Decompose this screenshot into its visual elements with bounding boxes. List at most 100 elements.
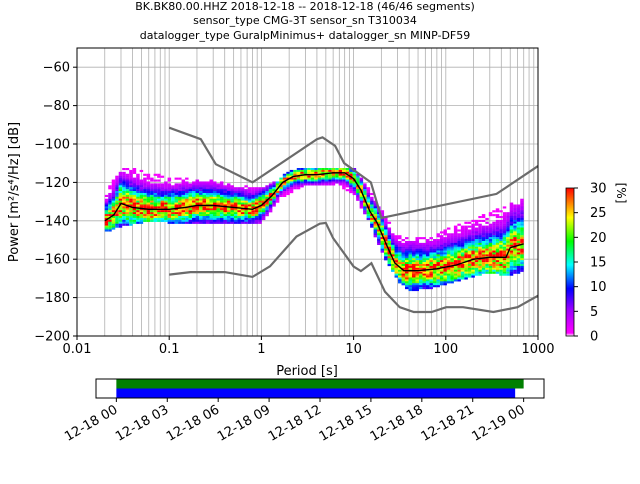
density-cell: [509, 208, 514, 211]
density-cell: [296, 181, 301, 184]
density-cell: [460, 254, 465, 257]
density-cell: [443, 256, 447, 259]
density-cell: [425, 240, 430, 244]
density-cell: [488, 258, 493, 261]
density-cell: [178, 212, 182, 215]
density-cell: [104, 204, 109, 207]
density-cell: [139, 198, 144, 201]
density-cell: [247, 204, 252, 207]
density-cell: [509, 225, 514, 228]
density-cell: [335, 181, 339, 184]
density-cell: [212, 183, 217, 186]
density-cell: [411, 246, 416, 249]
density-cell: [160, 217, 165, 221]
density-cell: [268, 200, 273, 203]
density-cell: [118, 175, 123, 178]
density-cell: [115, 202, 119, 205]
density-cell: [115, 191, 119, 194]
density-cell: [272, 183, 276, 186]
density-cell: [230, 185, 234, 188]
density-cell: [108, 196, 112, 199]
density-cell: [303, 181, 308, 184]
density-cell: [115, 200, 119, 203]
density-cell: [478, 269, 482, 272]
density-cell: [244, 198, 248, 201]
density-cell: [331, 169, 336, 173]
density-cell: [502, 225, 507, 228]
density-cell: [478, 250, 482, 253]
density-cell: [516, 216, 521, 219]
density-cell: [436, 264, 440, 267]
density-cell: [408, 240, 412, 244]
density-cell: [171, 185, 175, 188]
density-cell: [202, 216, 207, 219]
density-cell: [450, 264, 454, 267]
density-cell: [384, 221, 388, 224]
density-cell: [373, 231, 378, 234]
density-cell: [516, 246, 521, 249]
density-cell: [439, 239, 444, 242]
density-cell: [192, 183, 196, 186]
density-cell: [474, 252, 479, 255]
density-cell: [366, 212, 371, 215]
density-cell: [485, 217, 489, 221]
density-cell: [418, 277, 423, 280]
density-cell: [307, 168, 311, 171]
density-cell: [380, 227, 385, 230]
density-cell: [509, 244, 514, 247]
density-cell: [139, 214, 144, 217]
density-cell: [160, 185, 165, 188]
density-cell: [150, 194, 154, 197]
density-cell: [240, 210, 245, 213]
density-cell: [467, 242, 472, 245]
density-cell: [219, 191, 224, 194]
density-cell: [464, 227, 468, 230]
density-cell: [422, 281, 426, 284]
density-cell: [240, 192, 245, 196]
density-cell: [223, 189, 227, 192]
density-cell: [293, 173, 297, 176]
density-cell: [129, 217, 133, 221]
density-cell: [233, 189, 238, 192]
density-cell: [391, 240, 395, 244]
density-cell: [240, 191, 245, 194]
density-cell: [209, 214, 213, 217]
density-cell: [499, 216, 503, 219]
density-cell: [446, 227, 451, 230]
density-cell: [492, 248, 496, 251]
density-cell: [506, 273, 510, 276]
density-cell: [272, 185, 276, 188]
density-cell: [160, 194, 165, 197]
density-cell: [171, 212, 175, 215]
density-cell: [401, 244, 406, 247]
density-cell: [195, 189, 200, 192]
density-cell: [471, 256, 475, 259]
density-cell: [240, 196, 245, 199]
density-cell: [384, 219, 388, 222]
density-cell: [377, 235, 381, 238]
density-cell: [342, 179, 346, 182]
density-cell: [226, 192, 231, 196]
density-cell: [206, 217, 210, 221]
density-cell: [328, 175, 332, 178]
density-cell: [492, 235, 496, 238]
density-cell: [181, 191, 186, 194]
density-cell: [251, 202, 255, 205]
density-cell: [411, 273, 416, 276]
density-cell: [195, 206, 200, 209]
density-cell: [132, 189, 137, 192]
density-cell: [418, 254, 423, 257]
density-cell: [272, 187, 276, 190]
density-cell: [405, 244, 409, 247]
density-cell: [226, 187, 231, 190]
density-cell: [286, 175, 290, 178]
density-cell: [254, 208, 259, 211]
density-cell: [488, 265, 493, 269]
x-tick-label: 1000: [521, 342, 554, 357]
density-cell: [474, 233, 479, 236]
density-cell: [495, 269, 500, 272]
density-cell: [150, 196, 154, 199]
density-cell: [352, 189, 357, 192]
density-cell: [513, 252, 517, 255]
density-cell: [516, 248, 521, 251]
